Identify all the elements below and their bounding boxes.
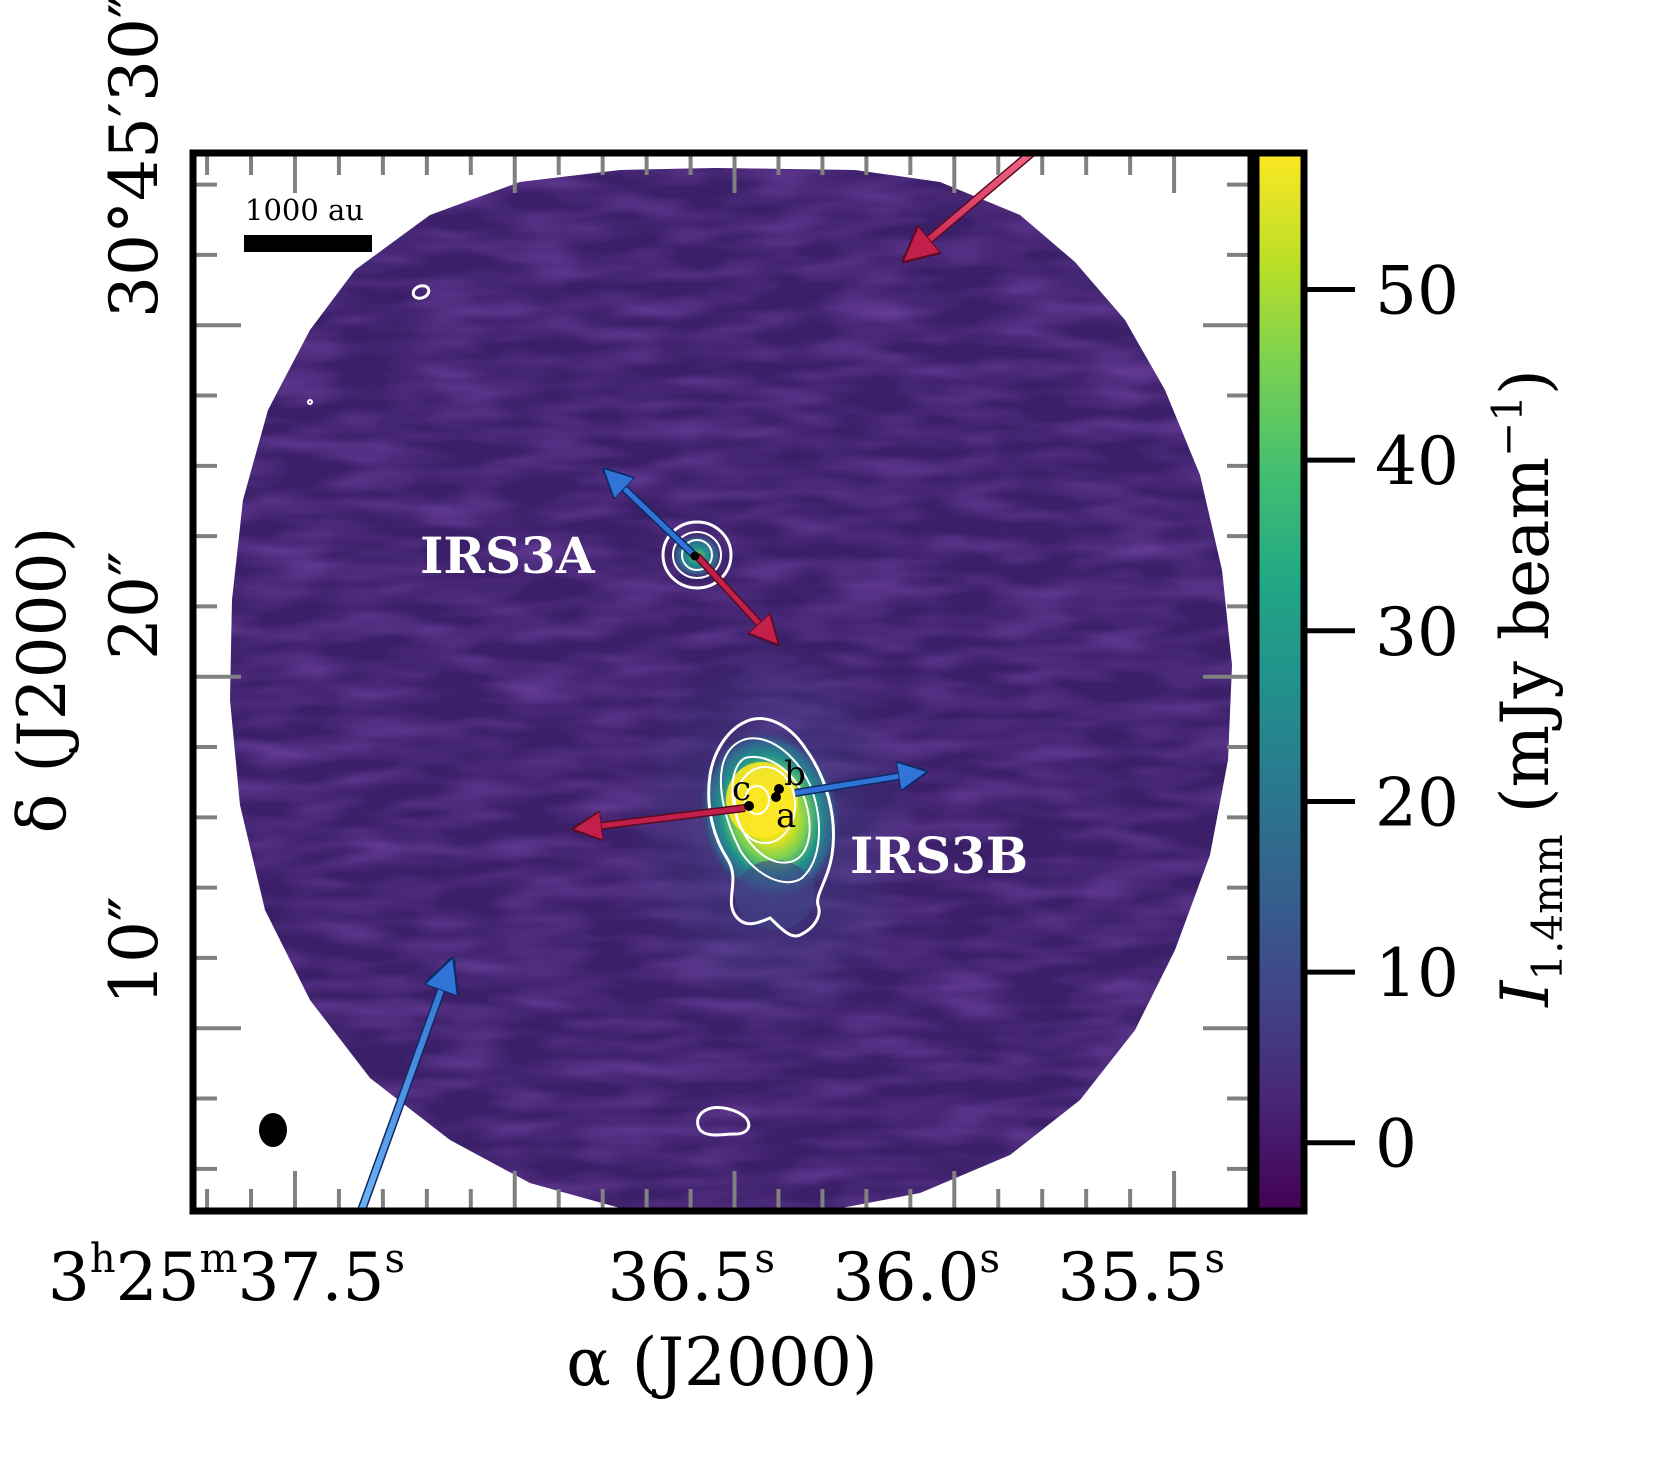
colorbar-tick-label: 30	[1375, 594, 1459, 671]
irs3a-position-dot	[690, 551, 700, 561]
x-axis-label: α (J2000)	[566, 1324, 877, 1401]
x-tick-label-37-5: 3h25m37.5s	[48, 1236, 405, 1316]
component-b-label: b	[784, 754, 806, 794]
contour-irs3b-4	[734, 766, 796, 844]
contour-noise-2	[696, 1106, 751, 1137]
component-a-dot	[771, 792, 781, 802]
contour-irs3b-2	[719, 737, 820, 884]
colorbar-tick-label: 20	[1375, 764, 1459, 841]
contour-irs3b-core	[744, 785, 770, 815]
x-tick-label-36-5: 36.5s	[608, 1236, 775, 1316]
x-ticks	[205, 153, 1177, 1211]
y-tick-label-30: 30°45′30″	[96, 0, 173, 318]
outflow-arrows	[356, 153, 1038, 1211]
irs3b-yellow-core	[726, 762, 798, 838]
y-ticks	[193, 182, 1251, 1171]
source-label-irs3b: IRS3B	[850, 826, 1028, 885]
contours	[307, 284, 835, 1137]
component-c-label: c	[732, 769, 751, 809]
x-tick-label-35-5: 35.5s	[1058, 1236, 1225, 1316]
map-image: c a b IRS3A IRS3B 1000 au	[230, 153, 1232, 1211]
colorbar-tick-label: 50	[1375, 253, 1459, 330]
contour-irs3a-2	[672, 531, 722, 579]
scale-bar-label: 1000 au	[245, 193, 364, 227]
colorbar-ticks	[1304, 287, 1355, 1146]
source-markers	[690, 551, 784, 811]
contour-noise-1	[411, 284, 431, 300]
y-tick-label-20: 20″	[96, 551, 173, 660]
contour-irs3b-3	[731, 755, 811, 864]
colorbar-tick-label: 40	[1375, 423, 1459, 500]
contour-noise-3	[307, 399, 313, 405]
irs3b-tail-emission	[735, 860, 815, 930]
contour-irs3a-outer	[661, 520, 733, 590]
colorbar: 0 10 20 30 40 50 I1.4mm (mJy beam−1)	[1252, 149, 1572, 1215]
plot-frame	[189, 149, 1255, 1215]
beam-ellipse	[259, 1113, 287, 1147]
component-c-dot	[744, 801, 754, 811]
colorbar-tick-label: 10	[1375, 935, 1459, 1012]
colorbar-gradient	[1252, 149, 1308, 1215]
component-a-label: a	[776, 796, 796, 836]
colorbar-tick-label: 0	[1375, 1106, 1417, 1183]
component-b-dot	[774, 784, 784, 794]
y-tick-label-10: 10″	[96, 896, 173, 1005]
colorbar-label: I1.4mm (mJy beam−1)	[1483, 369, 1572, 1007]
contour-irs3a-3	[681, 539, 713, 571]
y-axis-label: δ (J2000)	[4, 527, 81, 834]
x-tick-label-36-0: 36.0s	[833, 1236, 1000, 1316]
source-label-irs3a: IRS3A	[420, 526, 596, 585]
colorbar-tick-labels: 0 10 20 30 40 50	[1375, 253, 1459, 1183]
scale-bar	[244, 235, 372, 252]
